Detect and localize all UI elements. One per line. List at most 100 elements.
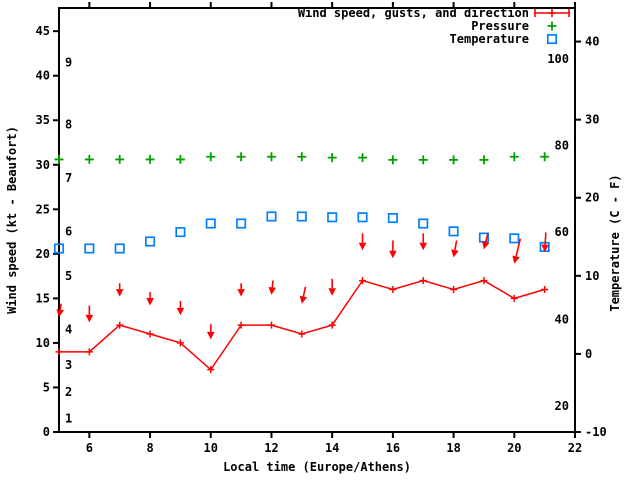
fahrenheit-label: 40 — [555, 313, 569, 327]
temperature-point — [236, 218, 247, 229]
pressure-point — [418, 155, 428, 165]
gust-arrow-shaft — [59, 303, 62, 310]
wind-point — [480, 277, 488, 285]
wind-point — [298, 330, 306, 338]
y-left-tick-label: 15 — [36, 291, 50, 305]
x-tick-label: 10 — [204, 441, 218, 455]
y-left-tick-label: 10 — [36, 336, 50, 350]
fahrenheit-label: 60 — [555, 225, 569, 239]
temperature-point — [448, 226, 459, 237]
x-tick-label: 20 — [507, 441, 521, 455]
gust-arrow-head — [206, 331, 215, 340]
beaufort-label: 4 — [65, 323, 72, 337]
fahrenheit-label: 20 — [555, 399, 569, 413]
gust-arrow-head — [541, 244, 549, 253]
temperature-point — [418, 218, 429, 229]
x-tick-label: 16 — [386, 441, 400, 455]
y-left-tick-label: 40 — [36, 69, 50, 83]
fahrenheit-label: 80 — [555, 138, 569, 152]
beaufort-label: 5 — [65, 269, 72, 283]
gust-arrow-head — [237, 289, 245, 297]
legend-symbol-wind — [548, 9, 556, 17]
pressure-point — [206, 152, 216, 162]
gust-arrow-shaft — [515, 238, 522, 257]
beaufort-label: 1 — [65, 412, 72, 426]
y-right-tick-label: 40 — [585, 35, 599, 49]
wind-point — [510, 294, 518, 302]
gust-arrow-head — [482, 241, 490, 250]
beaufort-label: 2 — [65, 385, 72, 399]
gust-arrow-head — [146, 298, 154, 306]
beaufort-label: 8 — [65, 118, 72, 132]
fahrenheit-label: 100 — [547, 52, 569, 66]
gust-arrow-head — [56, 309, 64, 318]
gust-arrow-head — [451, 249, 459, 258]
gust-arrow-head — [115, 289, 124, 297]
legend-label: Wind speed, gusts, and direction — [298, 6, 529, 20]
wind-point — [541, 285, 549, 293]
gust-arrow-head — [512, 255, 520, 264]
gust-arrow-head — [419, 242, 428, 251]
legend-symbol-pressure — [547, 21, 557, 31]
pressure-point — [540, 152, 550, 162]
x-tick-label: 22 — [568, 441, 582, 455]
temperature-point — [205, 218, 216, 229]
pressure-point — [388, 155, 398, 165]
pressure-point — [358, 153, 368, 163]
pressure-point — [175, 154, 185, 164]
y-left-tick-label: 20 — [36, 247, 50, 261]
gust-arrow-shaft — [454, 240, 458, 251]
gust-arrow-head — [389, 250, 397, 259]
wind-point — [267, 321, 275, 329]
wind-point — [359, 277, 367, 285]
temperature-point — [357, 212, 368, 223]
temperature-point — [175, 227, 186, 238]
x-axis-label: Local time (Europe/Athens) — [223, 460, 411, 474]
wind-point — [237, 321, 245, 329]
temperature-point — [327, 212, 338, 223]
plot-border — [58, 7, 576, 433]
wind-point — [389, 285, 397, 293]
wind-point — [146, 330, 154, 338]
y-left-tick-label: 30 — [36, 158, 50, 172]
x-tick-label: 6 — [86, 441, 93, 455]
temperature-point — [509, 233, 520, 244]
y-left-tick-label: 25 — [36, 202, 50, 216]
y-right-tick-label: 0 — [585, 347, 592, 361]
legend-label: Temperature — [450, 32, 529, 46]
y-left-tick-label: 0 — [43, 425, 50, 439]
temperature-point — [266, 211, 277, 222]
wind-speed-line — [59, 279, 545, 371]
pressure-point — [297, 152, 307, 162]
gust-arrow-head — [176, 307, 185, 316]
temperature-point — [387, 212, 398, 224]
wind-point — [328, 321, 336, 329]
gust-arrow-shaft — [302, 286, 307, 297]
wind-point — [116, 321, 124, 329]
pressure-point — [327, 153, 337, 163]
temperature-point — [53, 243, 65, 254]
pressure-point — [115, 154, 125, 164]
pressure-point — [509, 152, 519, 162]
temperature-point — [145, 236, 156, 247]
x-tick-label: 12 — [264, 441, 278, 455]
beaufort-label: 7 — [65, 171, 72, 185]
pressure-point — [145, 154, 155, 164]
gust-arrow-shaft — [484, 233, 489, 243]
gust-arrow-head — [299, 295, 308, 304]
pressure-point — [266, 152, 276, 162]
beaufort-label: 6 — [65, 225, 72, 239]
gust-arrow-head — [85, 314, 94, 323]
pressure-point — [54, 154, 64, 164]
gust-arrow-head — [268, 286, 277, 295]
temperature-point — [296, 211, 307, 222]
legend-label: Pressure — [471, 19, 529, 33]
y-right-tick-label: 10 — [585, 269, 599, 283]
pressure-point — [84, 154, 94, 164]
wind-point — [207, 366, 215, 374]
y-right-tick-label: 20 — [585, 191, 599, 205]
y-right-axis-label: Temperature (C - F) — [608, 174, 622, 311]
y-right-tick-label: 30 — [585, 113, 599, 127]
